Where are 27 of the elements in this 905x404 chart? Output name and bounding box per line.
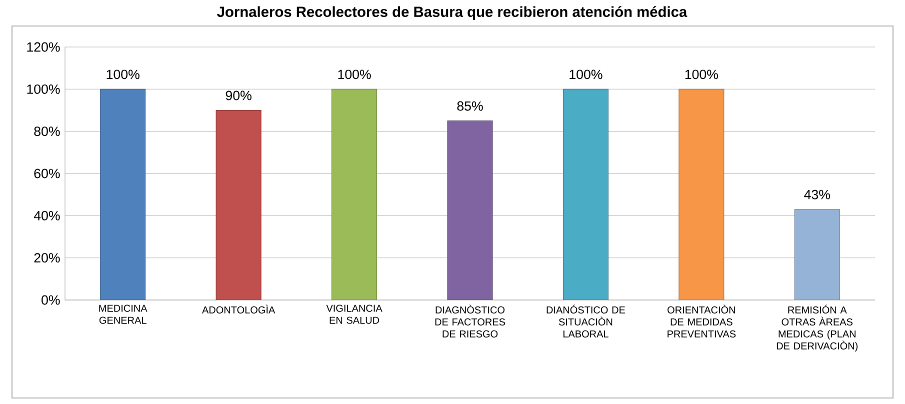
x-tick-label: DIANÓSTICO DE SITUACIÒN LABORAL bbox=[546, 304, 625, 338]
data-label: 100% bbox=[338, 70, 371, 80]
data-label: 100% bbox=[570, 70, 602, 80]
data-label: 90% bbox=[226, 90, 252, 100]
data-label: 43% bbox=[804, 190, 830, 200]
y-tick-label: 100% bbox=[27, 84, 60, 94]
y-tick-label: 20% bbox=[34, 253, 60, 263]
bar bbox=[100, 88, 146, 300]
y-tick-label: 80% bbox=[34, 126, 60, 136]
x-tick-label: REMISIÓN A OTRAS ÀREAS MEDICAS (PLAN DE DERIVACIÒN) bbox=[776, 304, 858, 352]
y-tick-label: 0% bbox=[42, 295, 60, 305]
y-tick-label: 40% bbox=[34, 210, 60, 220]
data-label: 100% bbox=[106, 70, 140, 80]
x-tick-label: VIGILANCIA EN SALUD bbox=[326, 304, 382, 324]
bar bbox=[216, 110, 262, 300]
y-tick-label: 60% bbox=[34, 168, 60, 178]
x-tick-label: MEDICINA GENERAL bbox=[99, 304, 148, 324]
bar bbox=[332, 88, 378, 300]
bar bbox=[794, 209, 840, 300]
x-tick-label: DIAGNÒSTICO DE FACTORES DE RIESGO bbox=[435, 304, 506, 338]
chart-title: Jornaleros Recolectores de Basura que recibieron atención médica bbox=[217, 6, 688, 20]
data-label: 100% bbox=[685, 70, 718, 80]
x-tick-label: ADONTOLOGÌA bbox=[202, 304, 276, 314]
data-label: 85% bbox=[457, 101, 483, 111]
y-tick-label: 120% bbox=[27, 42, 60, 52]
bar bbox=[562, 88, 608, 300]
x-tick-label: ORIENTACIÒN DE MEDIDAS PREVENTIVAS bbox=[668, 304, 736, 338]
